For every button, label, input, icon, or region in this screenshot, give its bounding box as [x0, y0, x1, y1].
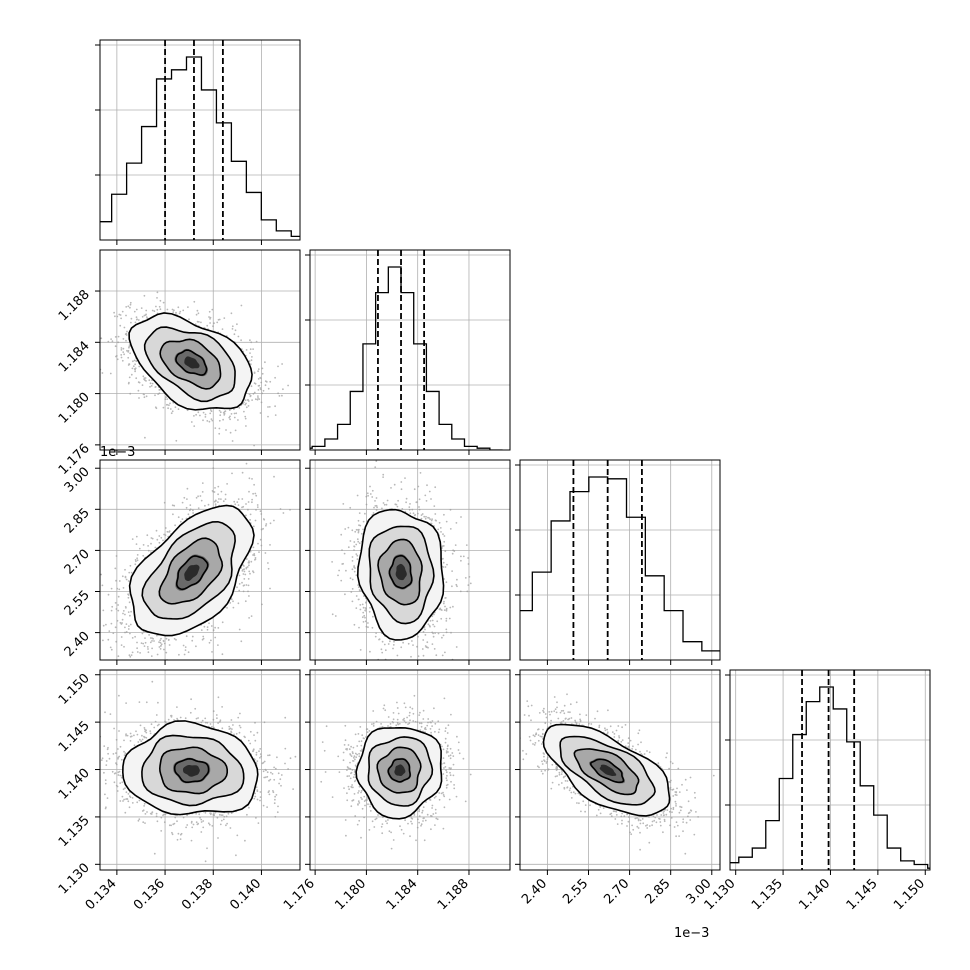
- y-tick-label-3-3: 1.145: [56, 718, 93, 755]
- hist-2-frame: [519, 459, 721, 661]
- y-tick-label-3-0: 1.130: [56, 861, 93, 898]
- hist-3-bars: [730, 670, 930, 870]
- panel-0-3-content: [100, 680, 300, 863]
- panel-2-3-contour-3: [589, 758, 625, 784]
- panel-0-2-density-4: [184, 564, 200, 582]
- panel-0-2-content: [100, 462, 291, 660]
- panel-1-2-contour-2: [377, 538, 423, 606]
- y-tick-label-2-0: 2.40: [62, 629, 93, 660]
- panel-1-2-contour-0: [356, 508, 445, 641]
- y-tick-label-1-3: 1.188: [56, 287, 93, 324]
- x-tick-label-1-2: 1.184: [384, 876, 421, 913]
- panel-2-3-density-4: [599, 764, 617, 776]
- x-tick-label-0-1: 0.136: [131, 876, 168, 913]
- hist-2-step: [520, 476, 720, 652]
- hist-1-grid: [314, 250, 470, 450]
- y-offset-text-2: 1e−3: [100, 445, 135, 460]
- panel-0-2-contour-3: [175, 555, 209, 591]
- x-tick-label-1-1: 1.180: [332, 876, 369, 913]
- panel-0-1-frame: [99, 249, 301, 451]
- x-tick-label-0-3: 0.140: [227, 876, 264, 913]
- hist-1-frame: [309, 249, 511, 451]
- hist-1-bars: [310, 250, 503, 450]
- panel-0-2-contour-0: [128, 504, 255, 637]
- panel-0-1-content: [100, 291, 300, 447]
- panel-1-2-contour-1: [368, 525, 435, 625]
- panel-1-2-contour-3: [388, 554, 413, 589]
- panel-0-1-density-4: [184, 356, 200, 369]
- panel-2-3-contour-2: [573, 748, 640, 796]
- y-tick-label-2-1: 2.55: [62, 588, 93, 619]
- panel-1-3-contour-1: [367, 736, 434, 807]
- x-tick-label-1-0: 1.176: [281, 876, 318, 913]
- panel-1-3-density-4: [394, 764, 406, 777]
- y-tick-label-3-4: 1.150: [56, 671, 93, 708]
- hist-1-step: [310, 266, 503, 450]
- panel-1-2-frame: [309, 459, 511, 661]
- hist-3-grid: [735, 670, 926, 870]
- panel-0-3-contour-1: [141, 734, 245, 807]
- y-tick-label-1-1: 1.180: [56, 390, 93, 427]
- x-tick-label-3-3: 1.145: [844, 876, 881, 913]
- panel-1-3-contour-3: [387, 758, 411, 783]
- y-tick-label-2-2: 2.70: [62, 547, 93, 578]
- hist-0-bars: [100, 40, 300, 240]
- hist-0-grid: [116, 40, 262, 240]
- hist-2-grid: [546, 460, 713, 660]
- hist-3-frame: [729, 669, 931, 871]
- x-offset-text-2: 1e−3: [674, 926, 709, 941]
- panel-0-2-contour-1: [141, 520, 236, 620]
- y-tick-label-3-1: 1.135: [56, 813, 93, 850]
- panel-1-2-content: [331, 460, 472, 660]
- x-tick-label-3-4: 1.150: [891, 876, 928, 913]
- panel-2-3-contour-1: [559, 735, 656, 806]
- y-tick-label-3-2: 1.140: [56, 766, 93, 803]
- panel-0-1-contour-2: [159, 338, 222, 390]
- hist-0-step: [100, 56, 300, 237]
- panel-0-1-contour-3: [175, 349, 208, 376]
- x-tick-label-2-0: 2.40: [519, 876, 550, 907]
- x-tick-label-2-3: 2.85: [642, 876, 673, 907]
- panel-1-3-contour-0: [355, 727, 443, 820]
- x-tick-label-2-1: 2.55: [560, 876, 591, 907]
- x-tick-label-2-2: 2.70: [601, 876, 632, 907]
- panel-0-1-contour-0: [128, 312, 253, 411]
- panel-0-3-contour-3: [173, 757, 210, 784]
- x-tick-label-0-0: 0.134: [83, 876, 120, 913]
- panel-1-3-contour-2: [376, 746, 422, 794]
- y-tick-label-2-3: 2.85: [62, 506, 93, 537]
- x-tick-label-3-1: 1.135: [749, 876, 786, 913]
- hist-3-step: [730, 686, 930, 869]
- panel-1-2-density-4: [395, 563, 407, 581]
- hist-0-frame: [99, 39, 301, 241]
- panel-0-2-contour-2: [158, 537, 224, 605]
- hist-2-bars: [520, 460, 720, 660]
- x-tick-label-1-3: 1.188: [435, 876, 472, 913]
- panel-0-3-density-4: [182, 765, 200, 777]
- panel-0-3-contour-2: [158, 746, 229, 795]
- panel-2-3-content: [520, 693, 715, 855]
- y-tick-label-1-2: 1.184: [56, 339, 93, 376]
- panel-0-1-contour-1: [143, 326, 236, 403]
- panel-2-3-contour-0: [542, 723, 671, 817]
- x-tick-label-3-2: 1.140: [796, 876, 833, 913]
- panel-0-2-frame: [99, 459, 301, 661]
- panel-1-3-content: [320, 694, 472, 850]
- panel-0-3-contour-0: [122, 720, 259, 816]
- x-tick-label-0-2: 0.138: [179, 876, 216, 913]
